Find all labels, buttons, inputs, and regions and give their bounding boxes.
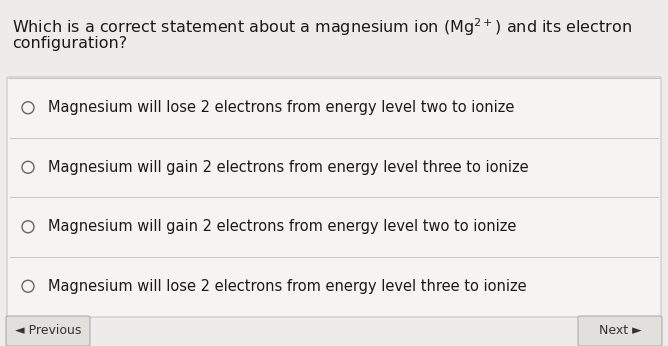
Text: Magnesium will lose 2 electrons from energy level three to ionize: Magnesium will lose 2 electrons from ene…: [48, 279, 526, 294]
Text: Which is a correct statement about a magnesium ion (Mg$^{2+}$) and its electron: Which is a correct statement about a mag…: [12, 16, 632, 38]
Text: configuration?: configuration?: [12, 36, 127, 51]
Text: Next ►: Next ►: [599, 325, 641, 337]
FancyBboxPatch shape: [578, 316, 662, 346]
Text: Magnesium will gain 2 electrons from energy level two to ionize: Magnesium will gain 2 electrons from ene…: [48, 219, 516, 234]
Text: Magnesium will lose 2 electrons from energy level two to ionize: Magnesium will lose 2 electrons from ene…: [48, 100, 514, 115]
FancyBboxPatch shape: [7, 77, 661, 317]
Text: Magnesium will gain 2 electrons from energy level three to ionize: Magnesium will gain 2 electrons from ene…: [48, 160, 528, 175]
FancyBboxPatch shape: [6, 316, 90, 346]
Text: ◄ Previous: ◄ Previous: [15, 325, 81, 337]
FancyBboxPatch shape: [0, 0, 668, 78]
